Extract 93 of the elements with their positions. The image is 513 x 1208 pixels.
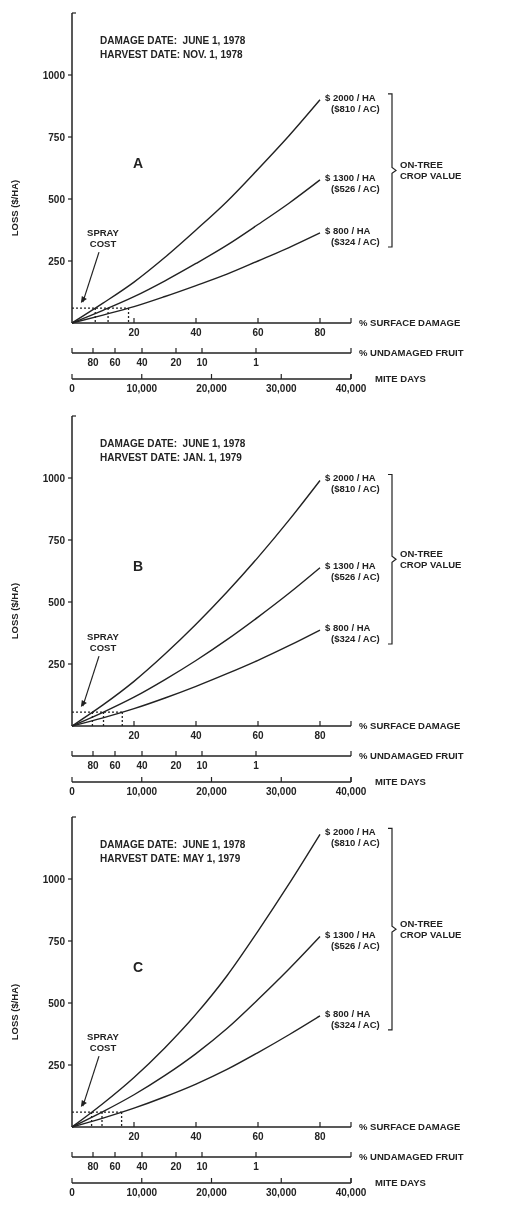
x2-tick-label: 20,000	[196, 383, 228, 394]
x-tick-label: 20	[128, 327, 140, 338]
text: ON-TREE CROP VALUE	[400, 548, 462, 571]
x2-tick-label: 0	[69, 786, 76, 797]
annotation: HARVEST DATE: NOV. 1, 1978	[100, 49, 244, 60]
text: 40	[136, 760, 148, 771]
text: % UNDAMAGED FRUIT	[359, 347, 464, 358]
annotation: DAMAGE DATE: JUNE 1, 1978	[100, 839, 246, 850]
x-axis-title: % SURFACE DAMAGE	[359, 720, 461, 731]
series-label: $ 2000 / HA ($810 / AC)	[325, 472, 380, 495]
x-tick-label: 20	[128, 730, 140, 741]
annotation: C	[132, 959, 144, 975]
x2-tick-label: 30,000	[265, 786, 297, 797]
text: 10	[196, 760, 208, 771]
y-tick-label: 250	[48, 1059, 66, 1071]
x2-tick-label: 20,000	[196, 786, 228, 797]
annotation: DAMAGE DATE: JUNE 1, 1978	[100, 35, 246, 46]
text: 40	[136, 357, 148, 368]
series-label: $ 1300 / HA ($526 / AC)	[325, 171, 380, 194]
text: 20	[170, 760, 182, 771]
x-tick-label: 80	[314, 1131, 326, 1142]
x2-axis-title: MITE DAYS	[375, 776, 426, 787]
series-label: $ 800 / HA ($324 / AC)	[325, 224, 380, 247]
annotation: HARVEST DATE: MAY 1, 1979	[100, 853, 241, 864]
series-label: $ 2000 / HA ($810 / AC)	[325, 826, 380, 849]
ref-line-label: SPRAY COST	[87, 227, 120, 250]
x2-tick-label: 40,000	[335, 786, 367, 797]
text: 60	[109, 357, 121, 368]
text: % UNDAMAGED FRUIT	[359, 750, 464, 761]
ref-line-label: SPRAY COST	[87, 631, 120, 654]
x-tick-label: 60	[252, 1131, 264, 1142]
x-tick-label: 40	[190, 730, 202, 741]
x-tick-label: 60	[252, 730, 264, 741]
annotation: B	[132, 558, 144, 574]
x2-tick-label: 40,000	[335, 383, 367, 394]
annotation: DAMAGE DATE: JUNE 1, 1978	[100, 438, 246, 449]
x-axis-title: % SURFACE DAMAGE	[359, 317, 461, 328]
annotation: HARVEST DATE: JAN. 1, 1979	[100, 452, 243, 463]
series-label: $ 2000 / HA ($810 / AC)	[325, 91, 380, 114]
series-label: $ 1300 / HA ($526 / AC)	[325, 559, 380, 582]
series-label: $ 800 / HA ($324 / AC)	[325, 622, 380, 645]
x2-tick-label: 10,000	[126, 383, 158, 394]
y-axis-title: LOSS ($/HA)	[9, 179, 20, 237]
text: ON-TREE CROP VALUE	[400, 918, 462, 941]
x2-tick-label: 0	[69, 383, 76, 394]
text: ON-TREE CROP VALUE	[400, 159, 462, 182]
text: 40	[136, 1161, 148, 1172]
y-axis-title: LOSS ($/HA)	[9, 582, 20, 640]
text: % UNDAMAGED FRUIT	[359, 1151, 464, 1162]
text: 1	[253, 357, 260, 368]
text: 20	[170, 1161, 182, 1172]
x-axis-title: % SURFACE DAMAGE	[359, 1121, 461, 1132]
x2-tick-label: 10,000	[126, 786, 158, 797]
x2-tick-label: 0	[69, 1187, 76, 1198]
x2-tick-label: 30,000	[265, 1187, 297, 1198]
annotation: A	[132, 155, 144, 171]
text: 80	[87, 1161, 99, 1172]
x-tick-label: 80	[314, 730, 326, 741]
x2-tick-label: 30,000	[265, 383, 297, 394]
y-tick-label: 250	[48, 255, 66, 267]
x2-tick-label: 10,000	[126, 1187, 158, 1198]
x2-tick-label: 20,000	[196, 1187, 228, 1198]
x2-axis-title: MITE DAYS	[375, 1177, 426, 1188]
x-tick-label: 20	[128, 1131, 140, 1142]
ref-line-label: SPRAY COST	[87, 1031, 120, 1054]
text: 80	[87, 760, 99, 771]
text: 80	[87, 357, 99, 368]
text: 1	[253, 760, 260, 771]
y-tick-label: 500	[48, 997, 66, 1009]
y-tick-label: 1000	[42, 873, 66, 885]
x2-axis-title: MITE DAYS	[375, 373, 426, 384]
y-tick-label: 500	[48, 193, 66, 205]
x-tick-label: 80	[314, 327, 326, 338]
series-label: $ 800 / HA ($324 / AC)	[325, 1007, 380, 1030]
x-tick-label: 40	[190, 1131, 202, 1142]
text: 10	[196, 357, 208, 368]
text: 60	[109, 1161, 121, 1172]
y-tick-label: 750	[48, 534, 66, 546]
text: 1	[253, 1161, 260, 1172]
x-tick-label: 60	[252, 327, 264, 338]
text: 60	[109, 760, 121, 771]
y-tick-label: 1000	[42, 472, 66, 484]
text: 10	[196, 1161, 208, 1172]
y-tick-label: 750	[48, 131, 66, 143]
y-tick-label: 750	[48, 935, 66, 947]
y-tick-label: 250	[48, 658, 66, 670]
y-tick-label: 1000	[42, 69, 66, 81]
x2-tick-label: 40,000	[335, 1187, 367, 1198]
text: 20	[170, 357, 182, 368]
series-label: $ 1300 / HA ($526 / AC)	[325, 928, 380, 951]
x-tick-label: 40	[190, 327, 202, 338]
y-axis-title: LOSS ($/HA)	[9, 983, 20, 1041]
y-tick-label: 500	[48, 596, 66, 608]
